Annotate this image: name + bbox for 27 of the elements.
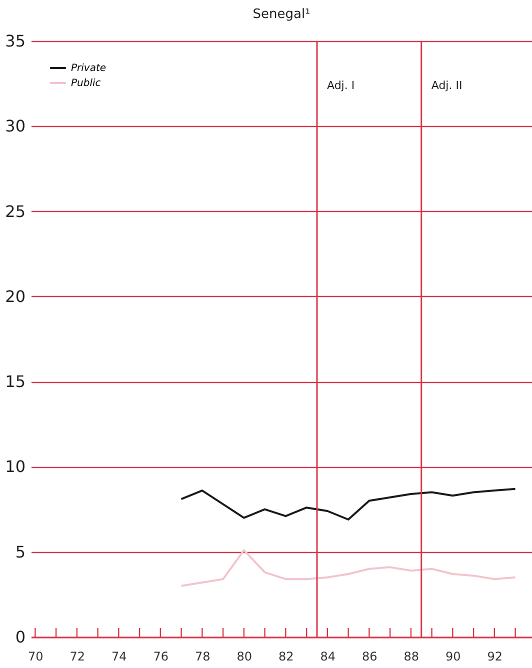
chart-title: Senegal¹ <box>252 7 310 22</box>
line-series <box>180 488 516 521</box>
ref-line-label: Adj. I <box>326 79 355 92</box>
legend-label: Private <box>71 63 106 74</box>
x-tick-label: 76 <box>153 650 169 664</box>
x-tick-label: 80 <box>236 650 252 664</box>
y-tick-label: 5 <box>15 542 26 562</box>
x-tick-label: 72 <box>70 650 86 664</box>
x-tick-label: 82 <box>278 650 294 664</box>
x-tick-label: 88 <box>404 650 420 664</box>
line-series <box>180 549 516 587</box>
legend-label: Public <box>71 78 102 89</box>
y-tick-label: 25 <box>5 202 26 221</box>
x-tick-label: 70 <box>28 650 44 664</box>
x-tick-label: 86 <box>362 650 378 664</box>
y-tick-label: 30 <box>5 116 26 136</box>
x-tick-label: 84 <box>320 650 336 664</box>
x-tick-label: 78 <box>195 650 210 664</box>
x-tick-label: 92 <box>487 650 503 664</box>
y-tick-label: 10 <box>5 457 26 476</box>
x-tick-label: 90 <box>446 650 461 664</box>
y-tick-label: 0 <box>15 628 26 646</box>
ref-line-label: Adj. II <box>431 79 462 92</box>
y-tick-label: 35 <box>5 32 26 50</box>
x-tick-label: 74 <box>112 650 127 664</box>
y-tick-label: 20 <box>5 286 26 306</box>
y-tick-label: 15 <box>5 372 26 392</box>
